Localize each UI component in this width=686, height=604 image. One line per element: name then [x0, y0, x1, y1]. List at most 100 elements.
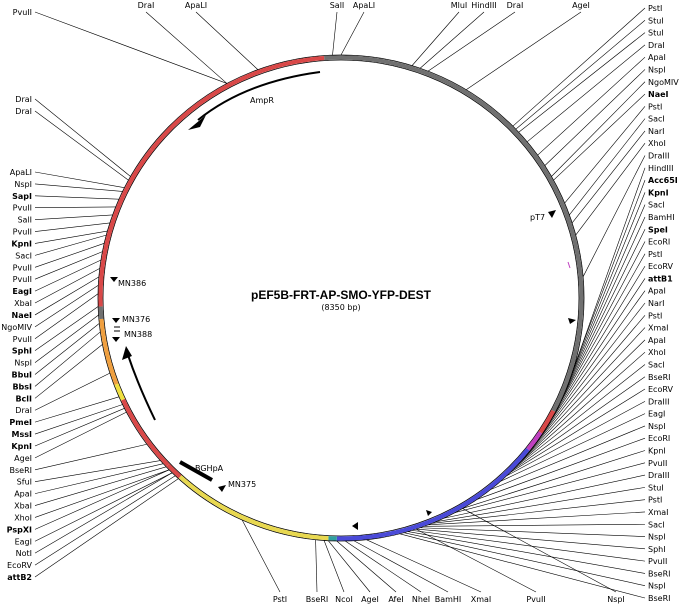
site-label-right: SphI	[648, 545, 666, 554]
site-label-right: PstI	[648, 250, 662, 259]
site-label-top: DraI	[507, 1, 524, 10]
site-label-right: NgoMIV	[648, 78, 679, 87]
plasmid-size: (8350 bp)	[321, 303, 360, 312]
site-label-left: NgoMIV	[1, 323, 32, 332]
site-leader-left	[34, 306, 99, 351]
site-label-right: NspI	[648, 533, 666, 542]
site-leader-left	[34, 466, 167, 506]
site-leader-top	[427, 11, 516, 72]
site-leader-right	[571, 167, 646, 374]
insert-region	[336, 448, 530, 541]
site-leader-right	[412, 530, 646, 562]
site-leader-right	[399, 533, 646, 599]
site-leader-right	[476, 437, 646, 500]
mn386-label: MN386	[118, 279, 146, 288]
site-leader-left	[34, 110, 129, 181]
site-label-right: EcoRV	[648, 262, 673, 271]
site-label-left: BclI	[15, 394, 32, 403]
site-leader-right	[575, 143, 646, 236]
site-leader-right	[424, 523, 646, 527]
site-leader-left	[34, 195, 120, 200]
site-label-left: XbaI	[14, 299, 32, 308]
plasmid-title: pEF5B-FRT-AP-SMO-YFP-DEST	[251, 288, 432, 302]
site-label-left: AgeI	[14, 454, 32, 463]
site-leader-left	[34, 98, 131, 177]
site-label-left: PmeI	[9, 418, 32, 427]
site-label-top: HindIII	[471, 1, 496, 10]
site-leader-right	[490, 425, 646, 490]
bgh-region	[121, 398, 170, 467]
site-label-right: KpnI	[648, 188, 669, 197]
site-label-bottom: PstI	[273, 595, 287, 604]
site-leader-left	[34, 230, 108, 244]
site-label-right: SacI	[648, 201, 665, 210]
site-leader-left	[34, 293, 99, 340]
site-label-right: HindIII	[648, 164, 673, 173]
site-label-right: NaeI	[648, 90, 669, 99]
site-label-bottom: BseRI	[306, 595, 329, 604]
site-label-right: DraIII	[648, 471, 669, 480]
site-labels-right: PstI StuI StuI DraI ApaI NspI NgoMIV NaeI PstI Sa…	[648, 4, 679, 603]
site-label-left: attB2	[7, 573, 32, 582]
site-leader-right	[428, 511, 646, 526]
site-label-right: EagI	[648, 410, 665, 419]
site-leader-bottom	[323, 540, 345, 593]
site-leader-top	[340, 11, 365, 56]
site-leader-left	[34, 268, 100, 304]
attb1-region	[526, 431, 543, 451]
site-leader-left	[34, 314, 99, 363]
site-label-right: ApaI	[648, 336, 666, 345]
site-leader-right	[512, 7, 646, 127]
site-label-left: SfuI	[17, 478, 32, 487]
site-label-top: ApaLI	[185, 1, 207, 10]
t7-region	[538, 409, 556, 434]
site-leader-top	[195, 11, 259, 70]
site-label-right: PstI	[648, 4, 662, 13]
site-leader-left	[34, 478, 179, 578]
site-leader-right	[455, 462, 646, 513]
site-label-left: NaeI	[12, 311, 33, 320]
promoter-arrow	[127, 354, 156, 421]
site-leader-left	[34, 443, 147, 471]
site-label-top: AgeI	[572, 1, 590, 10]
site-label-left: MssI	[12, 430, 32, 439]
site-labels-left: PvuII DraI DraI ApaLI NspI SapI PvuII SalI PvuII…	[1, 8, 32, 582]
site-label-right: PvuII	[648, 459, 667, 468]
site-leader-right	[524, 327, 646, 458]
site-leader-right	[518, 351, 646, 464]
site-label-right: attB1	[648, 274, 673, 283]
site-leader-bottom	[462, 508, 617, 593]
bghpa-arrow	[179, 460, 213, 482]
site-label-left: XhoI	[14, 513, 32, 522]
site-label-left: PvuII	[13, 204, 32, 213]
site-leader-right	[534, 290, 646, 445]
site-leader-left	[34, 396, 120, 423]
site-leader-right	[431, 499, 646, 524]
mn388-arrowhead	[112, 337, 120, 342]
site-label-left: PvuII	[13, 263, 32, 272]
feature-segments	[98, 55, 584, 541]
site-label-right: BseRI	[648, 569, 671, 578]
site-leader-right	[542, 265, 646, 435]
mn386-arrowhead	[110, 277, 118, 282]
site-leader-right	[403, 532, 646, 587]
promoter-arrowhead	[122, 346, 132, 360]
site-label-left: SalI	[17, 216, 32, 225]
site-leader-left	[34, 285, 99, 328]
site-label-left: NspI	[14, 359, 32, 368]
site-label-right: ApaI	[648, 287, 666, 296]
site-label-top: DraI	[138, 1, 155, 10]
site-labels-top: DraI ApaLI SalI ApaLI MluI HindIII DraI AgeI	[138, 1, 590, 10]
site-label-right: XmaI	[648, 324, 669, 333]
site-label-left: DraI	[15, 95, 32, 104]
site-leader-left	[34, 463, 164, 494]
site-label-right: DraIII	[648, 152, 669, 161]
site-label-bottom: AgeI	[361, 595, 379, 604]
site-leader-left	[34, 344, 103, 399]
site-leader-left	[34, 183, 123, 192]
site-label-left: KpnI	[11, 239, 32, 248]
site-leader-right	[571, 130, 646, 224]
site-label-top: SalI	[330, 1, 345, 10]
site-label-left: BbsI	[12, 382, 32, 391]
site-leader-right	[537, 56, 646, 156]
